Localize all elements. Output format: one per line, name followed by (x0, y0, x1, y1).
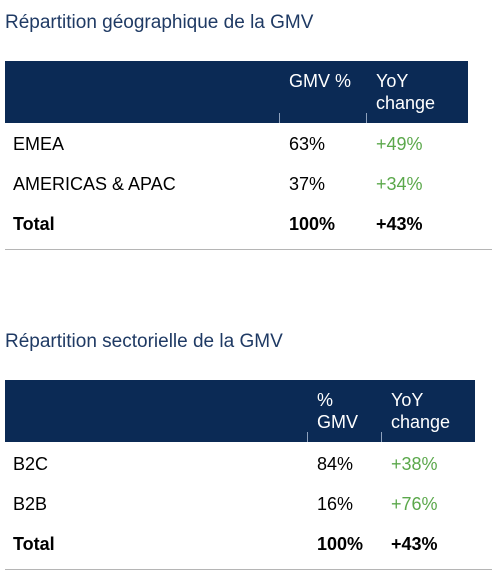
geo-header-yoy-line2: change (376, 93, 436, 113)
geo-total-yoy: +43% (376, 214, 423, 234)
geo-header-share: GMV % (289, 71, 352, 91)
geo-header-divider (279, 113, 280, 123)
sector-header-share-line2: GMV (317, 412, 359, 432)
sector-row-yoy: +76% (391, 494, 438, 514)
sector-header-divider (381, 432, 382, 442)
sector-row-share: 84% (317, 454, 354, 474)
geo-table-bottom-rule (5, 249, 492, 250)
sector-total-yoy: +43% (391, 534, 438, 554)
geo-row-share: 63% (289, 134, 326, 154)
sector-header-yoy-line2: change (391, 412, 451, 432)
sector-table-header (5, 380, 475, 442)
sector-header-share-line1: % (317, 390, 334, 410)
geo-row-yoy: +34% (376, 174, 423, 194)
sector-section-title: Répartition sectorielle de la GMV (5, 331, 283, 352)
sector-row-share: 16% (317, 494, 354, 514)
geo-row-label: AMERICAS & APAC (13, 174, 176, 194)
sector-total-label: Total (13, 534, 55, 554)
sector-header-yoy-line1: YoY (391, 390, 424, 410)
sector-row-label: B2B (13, 494, 48, 514)
geo-header-divider (366, 113, 367, 123)
geo-row-label: EMEA (13, 134, 65, 154)
geo-section-title: Répartition géographique de la GMV (5, 12, 314, 33)
sector-row-yoy: +38% (391, 454, 438, 474)
geo-total-share: 100% (289, 214, 336, 234)
sector-row-label: B2C (13, 454, 49, 474)
geo-row-yoy: +49% (376, 134, 423, 154)
sector-header-divider (307, 432, 308, 442)
sector-table-bottom-rule (5, 569, 492, 570)
sector-total-share: 100% (317, 534, 364, 554)
geo-header-yoy-line1: YoY (376, 71, 409, 91)
geo-table-header (5, 61, 468, 123)
geo-row-share: 37% (289, 174, 326, 194)
geo-total-label: Total (13, 214, 55, 234)
